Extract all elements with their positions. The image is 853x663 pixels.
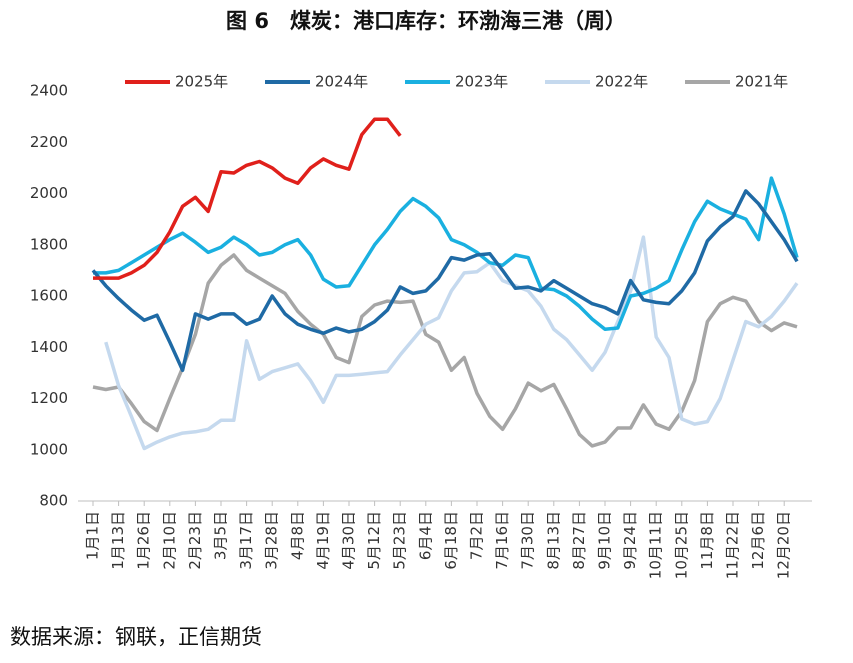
x-tick-label: 11月8日 bbox=[698, 511, 716, 570]
chart-title: 图 6 煤炭：港口库存：环渤海三港（周） bbox=[226, 9, 626, 33]
x-tick-label: 7月30日 bbox=[519, 511, 537, 570]
y-tick-label: 2000 bbox=[30, 184, 68, 202]
x-tick-label: 3月5日 bbox=[212, 511, 230, 560]
y-tick-label: 1800 bbox=[30, 235, 68, 253]
y-tick-label: 1400 bbox=[30, 338, 68, 356]
series-line bbox=[104, 235, 799, 451]
legend-label: 2021年 bbox=[735, 73, 788, 91]
legend-label: 2022年 bbox=[595, 73, 648, 91]
series-line bbox=[93, 176, 799, 332]
x-tick-label: 9月10日 bbox=[596, 511, 614, 570]
x-tick-label: 10月25日 bbox=[672, 511, 690, 579]
x-tick-label: 1月13日 bbox=[109, 511, 127, 570]
y-tick-label: 1000 bbox=[30, 440, 68, 458]
x-tick-label: 8月13日 bbox=[544, 511, 562, 570]
x-tick-label: 10月11日 bbox=[647, 511, 665, 579]
x-tick-label: 6月4日 bbox=[416, 511, 434, 560]
x-tick-label: 3月17日 bbox=[237, 511, 255, 570]
x-tick-label: 1月1日 bbox=[84, 511, 102, 560]
series-line bbox=[93, 117, 402, 280]
y-tick-label: 1200 bbox=[30, 389, 68, 407]
series-line bbox=[91, 189, 799, 373]
x-tick-label: 3月28日 bbox=[263, 511, 281, 570]
x-tick-label: 1月26日 bbox=[135, 511, 153, 570]
x-tick-label: 4月19日 bbox=[314, 511, 332, 570]
x-tick-label: 5月23日 bbox=[391, 511, 409, 570]
x-tick-label: 12月20日 bbox=[775, 511, 793, 579]
y-tick-label: 1600 bbox=[30, 287, 68, 305]
x-tick-label: 9月24日 bbox=[621, 511, 639, 570]
x-tick-label: 4月8日 bbox=[288, 511, 306, 560]
x-tick-label: 5月12日 bbox=[365, 511, 383, 570]
x-tick-label: 11月22日 bbox=[724, 511, 742, 579]
series-line bbox=[92, 253, 798, 448]
legend-label: 2025年 bbox=[175, 73, 228, 91]
source-note: 数据来源：钢联，正信期货 bbox=[10, 625, 262, 649]
y-tick-label: 800 bbox=[39, 492, 68, 510]
x-tick-label: 2月23日 bbox=[186, 511, 204, 570]
x-tick-label: 4月30日 bbox=[340, 511, 358, 570]
x-tick-label: 2月10日 bbox=[160, 511, 178, 570]
legend-label: 2024年 bbox=[315, 73, 368, 91]
y-tick-label: 2200 bbox=[30, 133, 68, 151]
x-tick-label: 6月18日 bbox=[442, 511, 460, 570]
x-tick-label: 12月6日 bbox=[749, 511, 767, 570]
x-tick-label: 7月2日 bbox=[468, 511, 486, 560]
x-tick-label: 8月27日 bbox=[570, 511, 588, 570]
legend-label: 2023年 bbox=[455, 73, 508, 91]
x-tick-label: 7月16日 bbox=[493, 511, 511, 570]
y-tick-label: 2400 bbox=[30, 82, 68, 100]
